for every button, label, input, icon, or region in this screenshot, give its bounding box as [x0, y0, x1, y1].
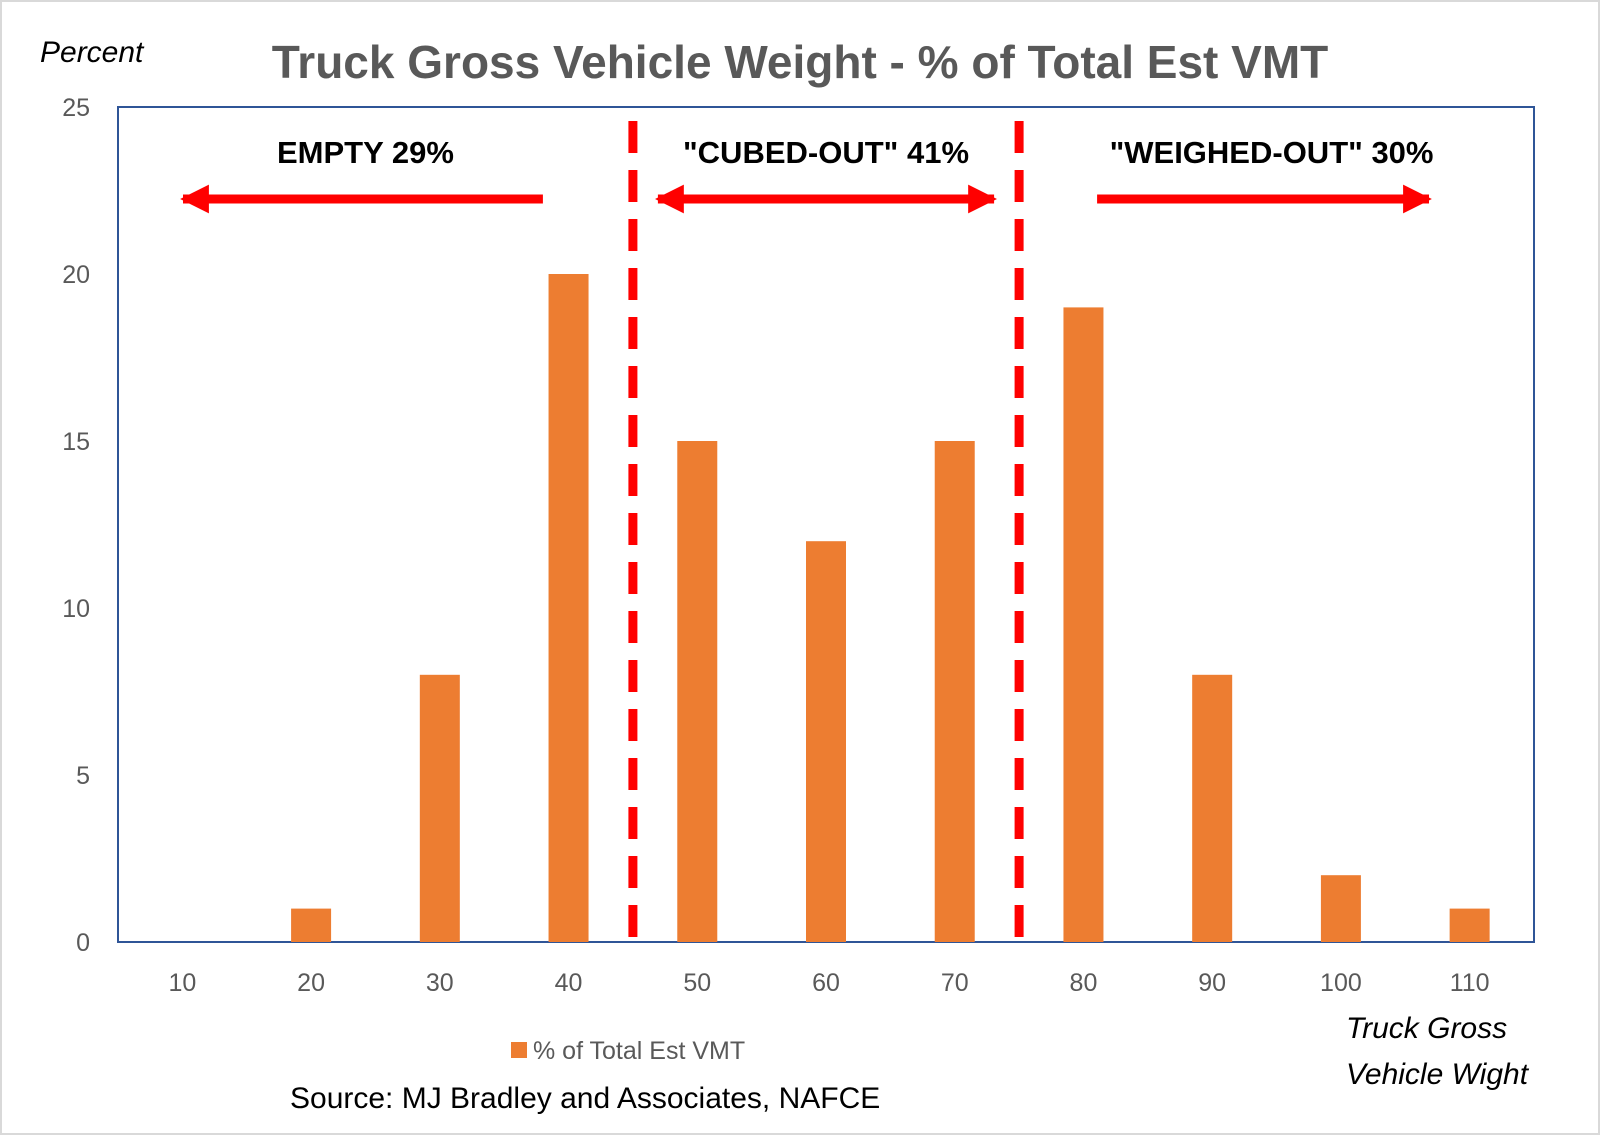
bar	[419, 674, 460, 942]
y-tick-label: 25	[62, 94, 90, 122]
x-tick-label: 90	[1198, 969, 1226, 997]
y-tick-label: 5	[76, 762, 90, 790]
x-tick-label: 70	[941, 969, 969, 997]
x-tick-label: 110	[1450, 969, 1490, 997]
bar	[677, 441, 718, 942]
x-tick-label: 20	[297, 969, 325, 997]
chart-title: Truck Gross Vehicle Weight - % of Total …	[272, 36, 1329, 88]
legend: % of Total Est VMT	[511, 1037, 745, 1065]
legend-swatch	[511, 1042, 527, 1058]
bar	[1063, 307, 1104, 942]
bar	[1449, 908, 1490, 942]
region-annotations: EMPTY 29% "CUBED-OUT" 41% "WEIGHED-OUT" 30…	[180, 135, 1434, 214]
y-tick-label: 0	[76, 929, 90, 957]
x-axis-label-line-1: Truck Gross	[1346, 1012, 1507, 1045]
x-tick-label: 80	[1070, 969, 1098, 997]
y-tick-label: 10	[62, 595, 90, 623]
bar	[291, 908, 332, 942]
x-tick-label: 30	[426, 969, 454, 997]
region-label: "CUBED-OUT" 41%	[683, 135, 969, 170]
region-label: EMPTY 29%	[277, 135, 454, 170]
y-axis-ticks: 0 5 10 15 20 25	[62, 94, 90, 957]
x-tick-label: 100	[1320, 969, 1362, 997]
x-tick-label: 40	[555, 969, 583, 997]
bar	[1192, 674, 1233, 942]
bar	[1320, 875, 1361, 942]
x-tick-label: 50	[683, 969, 711, 997]
y-tick-label: 20	[62, 261, 90, 289]
bar	[934, 441, 975, 942]
y-axis-label: Percent	[40, 36, 145, 69]
x-tick-label: 60	[812, 969, 840, 997]
x-axis-ticks: 10 20 30 40 50 60 70 80 90 100 110	[168, 969, 1489, 997]
source-note: Source: MJ Bradley and Associates, NAFCE	[290, 1082, 880, 1115]
x-axis-label-line-2: Vehicle Wight	[1346, 1058, 1530, 1091]
region-dividers	[628, 121, 1024, 938]
bar-series	[291, 274, 1490, 942]
region-label: "WEIGHED-OUT" 30%	[1110, 135, 1434, 170]
legend-label: % of Total Est VMT	[533, 1037, 745, 1065]
x-tick-label: 10	[168, 969, 196, 997]
bar	[806, 541, 846, 942]
bar	[548, 274, 589, 942]
y-tick-label: 15	[62, 428, 90, 456]
